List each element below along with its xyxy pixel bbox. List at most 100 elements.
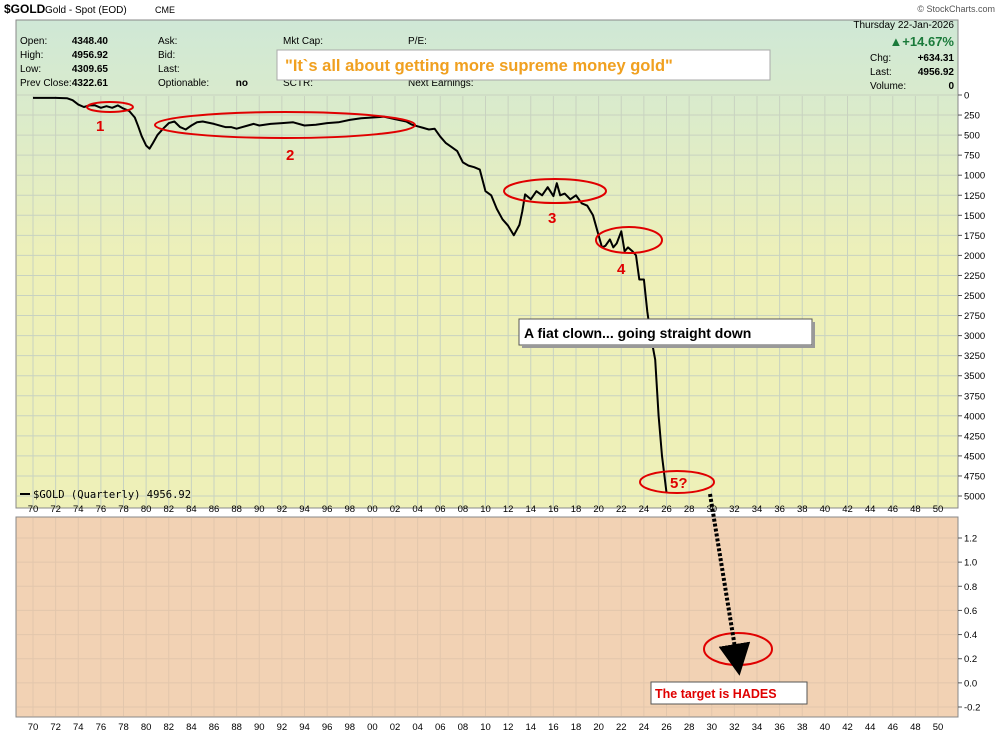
x-tick-label: 30	[706, 722, 717, 733]
optionable-value: no	[236, 78, 248, 89]
header-info: Open: 4348.40 High: 4956.92 Low: 4309.65…	[20, 20, 954, 92]
x-tick-label: 44	[865, 722, 876, 733]
x-tick-label: 38	[797, 504, 808, 515]
high-value: 4956.92	[72, 50, 109, 61]
y-axis-upper: 0 250 500 750 1000 1250 1500 1750 2000 2250 2500 27…	[958, 91, 985, 503]
sctr-label: SCTR:	[283, 78, 313, 89]
x-tick-label: 00	[367, 722, 378, 733]
x-tick-label: 82	[163, 722, 174, 733]
x-tick-label: 88	[231, 504, 242, 515]
target-box	[650, 681, 808, 705]
chart-name: Gold - Spot (EOD)	[45, 5, 127, 16]
x-tick-label: 86	[209, 504, 220, 515]
annotation-ellipses	[86, 101, 773, 666]
x-tick-label: 14	[525, 504, 536, 515]
x-tick-label: 08	[458, 722, 469, 733]
x-tick-label: 18	[571, 722, 582, 733]
x-tick-label: 02	[390, 504, 401, 515]
x-tick-label: 36	[774, 722, 785, 733]
banner-text: "It`s all about getting more supreme mon…	[285, 57, 673, 75]
x-tick-label: 24	[639, 504, 650, 515]
annotation-label-4: 4	[617, 261, 626, 278]
y-tick-label: 3500	[964, 371, 985, 382]
x-tick-label: 84	[186, 722, 197, 733]
legend-label: $GOLD (Quarterly) 4956.92	[33, 489, 191, 501]
x-tick-label: 14	[525, 722, 536, 733]
callout-text: A fiat clown... going straight down	[524, 325, 751, 341]
y-tick-label: 0.8	[964, 582, 977, 593]
x-tick-label: 78	[118, 722, 129, 733]
x-tick-label: 34	[752, 504, 763, 515]
x-tick-label: 16	[548, 504, 559, 515]
x-tick-label: 40	[820, 504, 831, 515]
y-tick-label: 1250	[964, 191, 985, 202]
x-tick-label: 24	[639, 722, 650, 733]
x-tick-label: 84	[186, 504, 197, 515]
y-tick-label: 3250	[964, 351, 985, 362]
x-tick-label: 98	[344, 504, 355, 515]
prev-close-label: Prev Close:	[20, 78, 72, 89]
ask-label: Ask:	[158, 36, 177, 47]
chart-symbol: $GOLD	[4, 2, 46, 16]
upper-panel	[15, 19, 959, 509]
gold-price-line	[33, 96, 668, 493]
low-label: Low:	[20, 64, 41, 75]
y-tick-label: 0.2	[964, 654, 977, 665]
x-tick-label: 06	[435, 504, 446, 515]
x-tick-label: 80	[141, 722, 152, 733]
x-tick-label: 70	[28, 722, 39, 733]
x-tick-label: 42	[842, 722, 853, 733]
x-tick-label: 16	[548, 722, 559, 733]
x-tick-label: 96	[322, 722, 333, 733]
annotation-label-2: 2	[286, 147, 294, 164]
x-tick-label: 94	[299, 504, 310, 515]
x-tick-label: 92	[277, 504, 288, 515]
y-tick-label: 250	[964, 111, 980, 122]
y-tick-label: 2250	[964, 271, 985, 282]
x-tick-label: 26	[661, 504, 672, 515]
next-earnings-label: Next Earnings:	[408, 78, 474, 89]
x-tick-label: 26	[661, 722, 672, 733]
open-value: 4348.40	[72, 36, 109, 47]
y-tick-label: 4750	[964, 471, 985, 482]
x-tick-label: 70	[28, 504, 39, 515]
x-tick-label: 94	[299, 722, 310, 733]
ellipse-2	[154, 111, 416, 139]
x-tick-label: 10	[480, 504, 491, 515]
x-axis-bottom: 70 72 74 76 78 80 82 84 86 88 90 92 94 96 98 00 02 04 06 08…	[28, 722, 944, 733]
x-tick-label: 72	[50, 504, 61, 515]
callout-shadow-right	[812, 322, 815, 348]
x-tick-label: 46	[887, 722, 898, 733]
ellipse-1	[86, 101, 134, 113]
annotation-label-5: 5?	[670, 475, 688, 492]
y-tick-label: 750	[964, 151, 980, 162]
x-tick-label: 74	[73, 504, 84, 515]
y-tick-label: 1500	[964, 211, 985, 222]
x-tick-label: 50	[933, 504, 944, 515]
x-tick-label: 92	[277, 722, 288, 733]
x-tick-label: 20	[593, 504, 604, 515]
x-tick-label: 72	[50, 722, 61, 733]
pe-label: P/E:	[408, 36, 427, 47]
y-tick-label: 1.2	[964, 534, 977, 545]
low-value: 4309.65	[72, 64, 109, 75]
y-tick-label: 5000	[964, 492, 985, 503]
x-tick-label: 48	[910, 504, 921, 515]
chart-exchange: CME	[155, 5, 175, 15]
y-tick-label: 0	[964, 91, 969, 102]
annotation-label-3: 3	[548, 210, 556, 227]
callout-shadow-bottom	[522, 345, 815, 348]
x-tick-label: 90	[254, 722, 265, 733]
mkt-cap-label: Mkt Cap:	[283, 36, 323, 47]
y-tick-label: 0.6	[964, 606, 977, 617]
lower-grid	[17, 518, 957, 716]
x-tick-label: 34	[752, 722, 763, 733]
y-axis-lower: 1.2 1.0 0.8 0.6 0.4 0.2 0.0 -0.2	[958, 534, 980, 714]
y-tick-label: 2750	[964, 311, 985, 322]
y-tick-label: 4500	[964, 451, 985, 462]
chg-value: +634.31	[918, 53, 955, 64]
x-tick-label: 50	[933, 722, 944, 733]
x-tick-label: 78	[118, 504, 129, 515]
x-tick-label: 32	[729, 722, 740, 733]
x-tick-label: 80	[141, 504, 152, 515]
